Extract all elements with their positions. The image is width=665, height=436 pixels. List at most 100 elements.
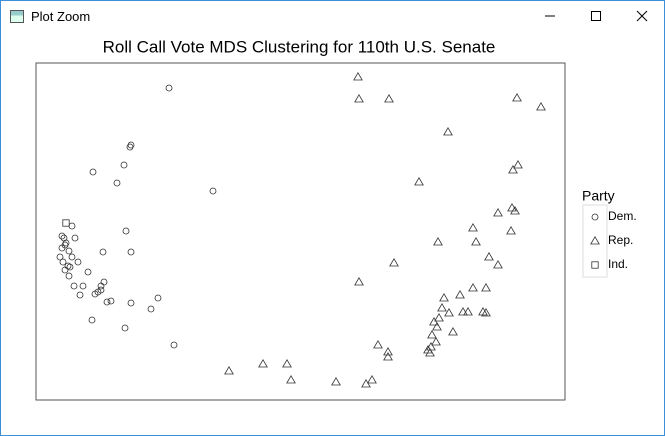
point [126,143,134,151]
point [414,177,424,186]
point [258,359,268,368]
point [481,283,491,292]
point [468,283,478,292]
point [97,286,105,294]
point [282,359,292,368]
point [463,307,473,316]
point [58,232,66,240]
point [113,179,121,187]
point [74,258,82,266]
point [84,268,92,276]
point [427,330,437,339]
point [79,282,87,290]
point [425,348,435,357]
point [437,303,447,312]
legend-marker [591,261,599,269]
point [468,223,478,232]
plot-frame [35,62,566,401]
point [481,308,491,317]
point [62,239,70,247]
point [471,237,481,246]
app-icon [10,10,24,23]
point [373,340,383,349]
point [76,291,84,299]
point [493,260,503,269]
point [65,272,73,280]
point [286,375,296,384]
point [493,208,503,217]
point [209,187,217,195]
point [103,298,111,306]
point [508,165,518,174]
point [353,72,363,81]
point [433,237,443,246]
point [384,94,394,103]
point [65,247,73,255]
legend-title: Party [582,188,615,204]
point [354,277,364,286]
point [429,317,439,326]
point [170,341,178,349]
point [68,253,76,261]
point [154,294,162,302]
point [121,324,129,332]
point [147,305,155,313]
point [383,347,393,356]
title-bar: Plot Zoom [1,1,664,31]
point [383,352,393,361]
point [59,258,67,266]
point [165,84,173,92]
chart-title: Roll Call Vote MDS Clustering for 110th … [103,37,496,56]
point [99,248,107,256]
legend-box [582,204,608,278]
point [58,244,66,252]
point [443,127,453,136]
point [506,226,516,235]
point [68,222,76,230]
point [97,282,105,290]
point [56,253,64,261]
point [432,322,442,331]
point [439,293,449,302]
minimize-button[interactable] [527,1,573,31]
point [100,278,108,286]
point [484,252,494,261]
point [434,313,444,322]
point [367,375,377,384]
point [431,337,441,346]
point [458,307,468,316]
point [127,248,135,256]
point [89,168,97,176]
point [88,316,96,324]
point [122,227,130,235]
legend-label: Ind. [608,257,628,271]
point [127,299,135,307]
point [61,266,69,274]
point [536,102,546,111]
point [513,160,523,169]
legend-label: Dem. [608,209,637,223]
maximize-button[interactable] [573,1,619,31]
point [507,203,517,212]
point [512,93,522,102]
point [70,282,78,290]
point [120,161,128,169]
point [448,327,458,336]
legend-marker [591,213,599,221]
point [107,297,115,305]
point [455,290,465,299]
point [354,94,364,103]
point [71,234,79,242]
window-title: Plot Zoom [31,9,91,24]
point [91,290,99,298]
point [510,206,520,215]
point [389,258,399,267]
legend-label: Rep. [608,233,633,247]
point [361,379,371,388]
point [62,219,70,227]
point [478,307,488,316]
close-button[interactable] [619,1,665,31]
point [331,377,341,386]
legend-marker [590,236,600,245]
